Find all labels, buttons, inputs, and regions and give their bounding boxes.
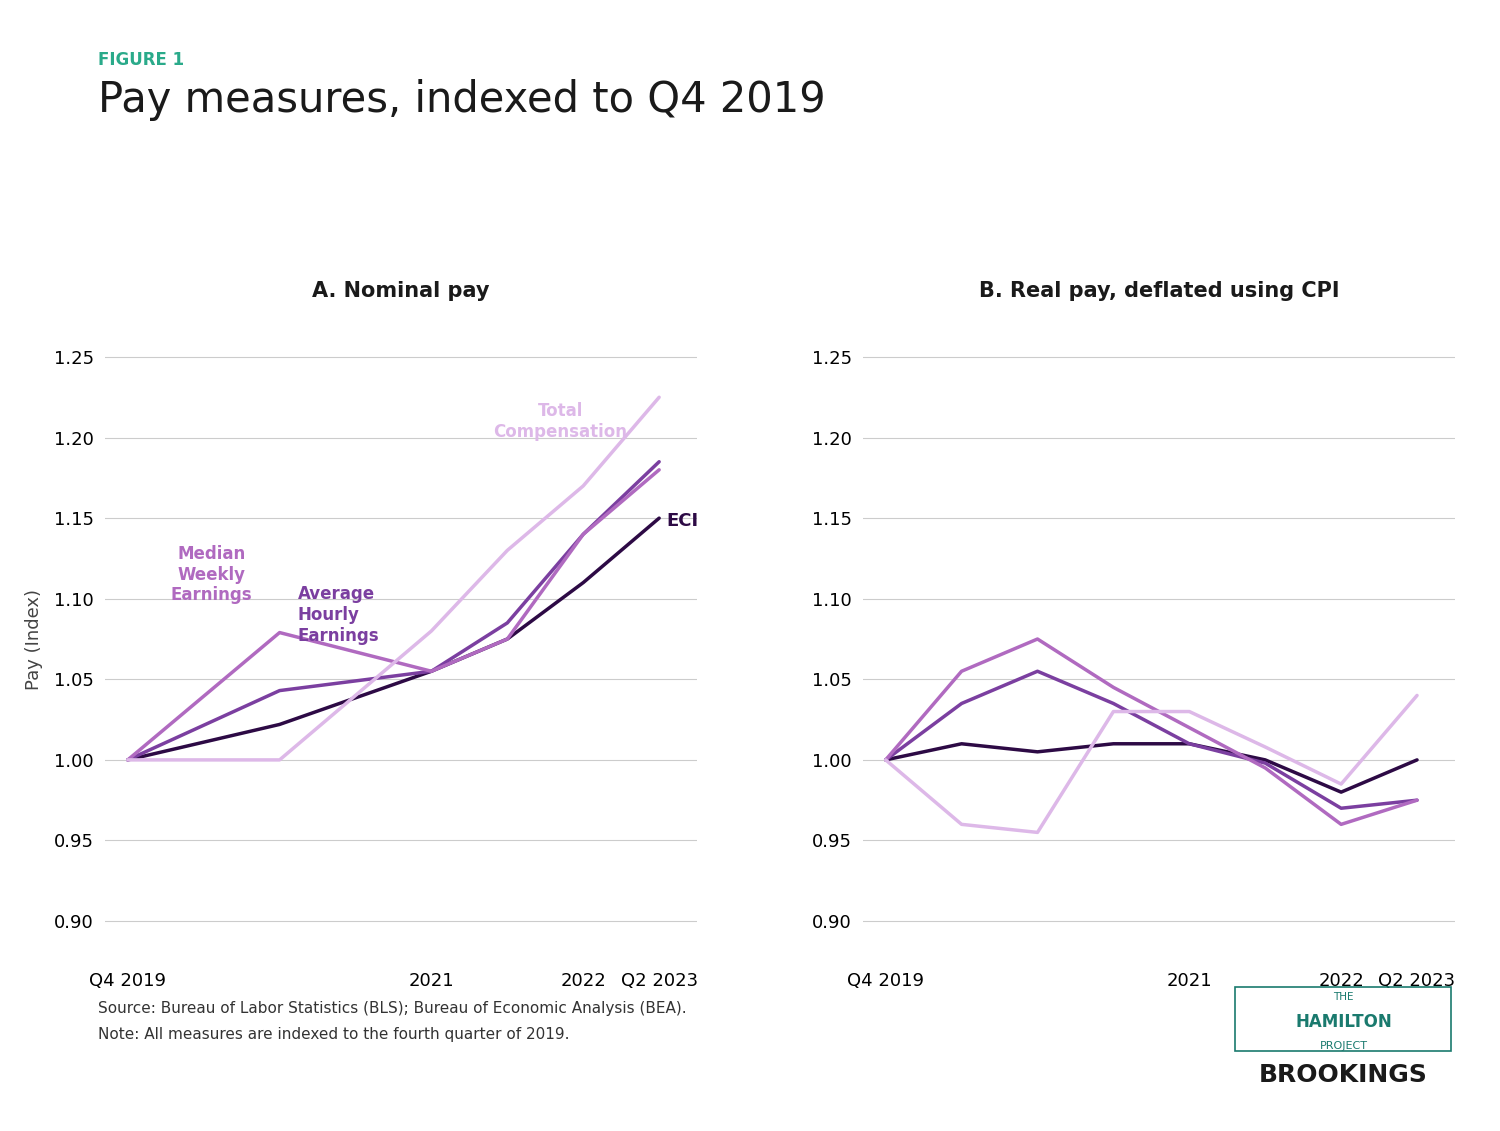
Text: Average
Hourly
Earnings: Average Hourly Earnings [298, 585, 380, 645]
Text: Median
Weekly
Earnings: Median Weekly Earnings [171, 545, 252, 604]
Text: Note: All measures are indexed to the fourth quarter of 2019.: Note: All measures are indexed to the fo… [98, 1027, 568, 1042]
Text: FIGURE 1: FIGURE 1 [98, 51, 183, 69]
Text: Source: Bureau of Labor Statistics (BLS); Bureau of Economic Analysis (BEA).: Source: Bureau of Labor Statistics (BLS)… [98, 1001, 686, 1016]
Text: PROJECT: PROJECT [1320, 1041, 1368, 1051]
Text: HAMILTON: HAMILTON [1294, 1013, 1392, 1031]
Text: BROOKINGS: BROOKINGS [1258, 1063, 1428, 1087]
Text: Pay measures, indexed to Q4 2019: Pay measures, indexed to Q4 2019 [98, 79, 825, 121]
Title: A. Nominal pay: A. Nominal pay [312, 282, 490, 301]
Title: B. Real pay, deflated using CPI: B. Real pay, deflated using CPI [978, 282, 1340, 301]
Text: THE: THE [1334, 992, 1353, 1002]
Text: ECI: ECI [666, 512, 699, 530]
Y-axis label: Pay (Index): Pay (Index) [24, 588, 42, 690]
Text: Total
Compensation: Total Compensation [494, 402, 627, 441]
